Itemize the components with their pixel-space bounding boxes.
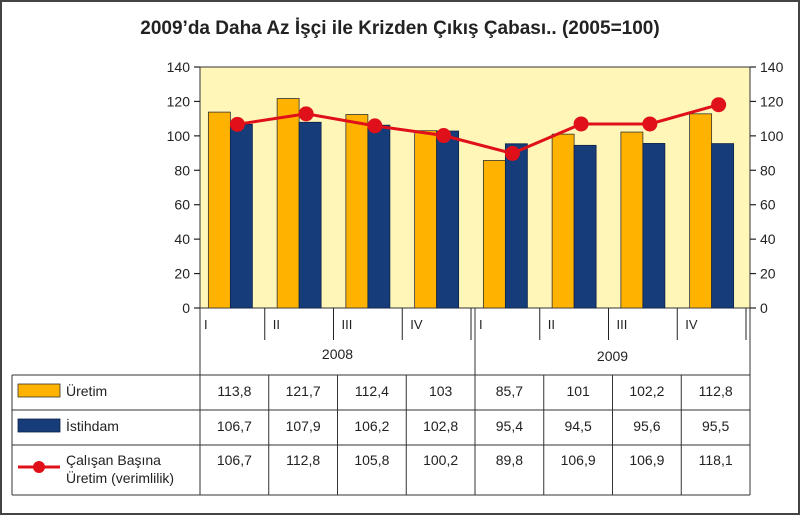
- data-label: 106,9: [561, 452, 596, 468]
- legend-label-uretim: Üretim: [66, 382, 107, 399]
- y-tick-label-right: 80: [760, 162, 776, 178]
- data-label: 106,9: [629, 452, 664, 468]
- point-verimlilik: [298, 106, 314, 122]
- point-verimlilik: [573, 116, 589, 132]
- bar-uretim: [414, 130, 438, 309]
- bar-istihdam: [436, 130, 460, 309]
- data-label: 102,8: [423, 418, 458, 434]
- y-tick-label-left: 120: [167, 93, 191, 109]
- data-label: 118,1: [699, 452, 733, 468]
- y-tick-label-left: 100: [167, 128, 191, 144]
- y-tick-label-right: 60: [760, 197, 776, 213]
- bar-uretim: [482, 160, 506, 309]
- data-label: 85,7: [496, 383, 523, 399]
- data-label: 106,7: [217, 452, 252, 468]
- bar-istihdam: [573, 144, 597, 309]
- data-label: 107,9: [286, 418, 321, 434]
- legend-label-verimlilik-1: Çalışan Başına: [66, 452, 161, 468]
- chart-title: 2009’da Daha Az İşçi ile Krizden Çıkış Ç…: [140, 18, 660, 39]
- bar-istihdam: [229, 123, 253, 309]
- quarter-label: IV: [410, 317, 423, 332]
- data-label: 102,2: [629, 383, 664, 399]
- bar-istihdam: [504, 143, 528, 309]
- quarter-label: III: [617, 317, 628, 332]
- quarter-label: IV: [685, 317, 698, 332]
- data-label: 112,8: [286, 452, 320, 468]
- y-tick-label-left: 0: [182, 300, 190, 316]
- data-label: 113,8: [217, 383, 251, 399]
- data-label: 112,8: [699, 383, 733, 399]
- bar-istihdam: [711, 143, 735, 309]
- y-tick-label-right: 20: [760, 266, 776, 282]
- year-label: 2009: [597, 348, 628, 364]
- data-label: 106,2: [354, 418, 389, 434]
- bar-uretim: [689, 113, 713, 309]
- point-verimlilik: [642, 116, 658, 132]
- legend-label-verimlilik-2: Üretim (verimlilik): [66, 469, 174, 486]
- quarter-label: III: [342, 317, 353, 332]
- data-label: 95,4: [496, 418, 523, 434]
- bar-istihdam: [642, 143, 666, 309]
- year-label: 2008: [322, 346, 353, 362]
- bar-uretim: [345, 114, 369, 309]
- point-verimlilik: [229, 116, 245, 132]
- data-label: 112,4: [355, 383, 389, 399]
- line-verimlilik: [237, 103, 720, 155]
- bar-uretim: [276, 98, 300, 309]
- bar-istihdam: [298, 121, 322, 309]
- data-label: 103: [429, 383, 453, 399]
- y-tick-label-right: 140: [760, 59, 784, 75]
- y-tick-label-left: 140: [167, 59, 191, 75]
- point-verimlilik: [436, 128, 452, 144]
- data-label: 95,5: [702, 418, 729, 434]
- data-label: 121,7: [286, 383, 321, 399]
- legend-label-istihdam: İstihdam: [66, 417, 119, 434]
- legend-swatch-istihdam: [17, 418, 61, 433]
- data-label: 106,7: [217, 418, 252, 434]
- data-label: 94,5: [565, 418, 592, 434]
- data-label: 101: [566, 383, 590, 399]
- legend-marker-verimlilik: [33, 461, 45, 473]
- quarter-label: II: [273, 317, 280, 332]
- y-tick-label-right: 100: [760, 128, 784, 144]
- bar-istihdam: [367, 124, 391, 309]
- data-label: 95,6: [633, 418, 660, 434]
- y-tick-label-right: 0: [760, 300, 768, 316]
- point-verimlilik: [504, 145, 520, 161]
- data-label: 89,8: [496, 452, 523, 468]
- point-verimlilik: [367, 118, 383, 134]
- quarter-label: II: [548, 317, 555, 332]
- y-tick-label-left: 60: [174, 197, 190, 213]
- y-tick-label-right: 40: [760, 231, 776, 247]
- bar-uretim: [620, 131, 644, 309]
- y-tick-label-right: 120: [760, 93, 784, 109]
- bar-uretim: [207, 111, 231, 309]
- quarter-label: I: [479, 317, 483, 332]
- point-verimlilik: [711, 97, 727, 113]
- y-tick-label-left: 20: [174, 266, 190, 282]
- y-tick-label-left: 80: [174, 162, 190, 178]
- y-tick-label-left: 40: [174, 231, 190, 247]
- bar-uretim: [551, 133, 575, 309]
- data-label: 105,8: [354, 452, 389, 468]
- data-label: 100,2: [423, 452, 458, 468]
- quarter-label: I: [204, 317, 208, 332]
- legend-swatch-uretim: [17, 383, 61, 398]
